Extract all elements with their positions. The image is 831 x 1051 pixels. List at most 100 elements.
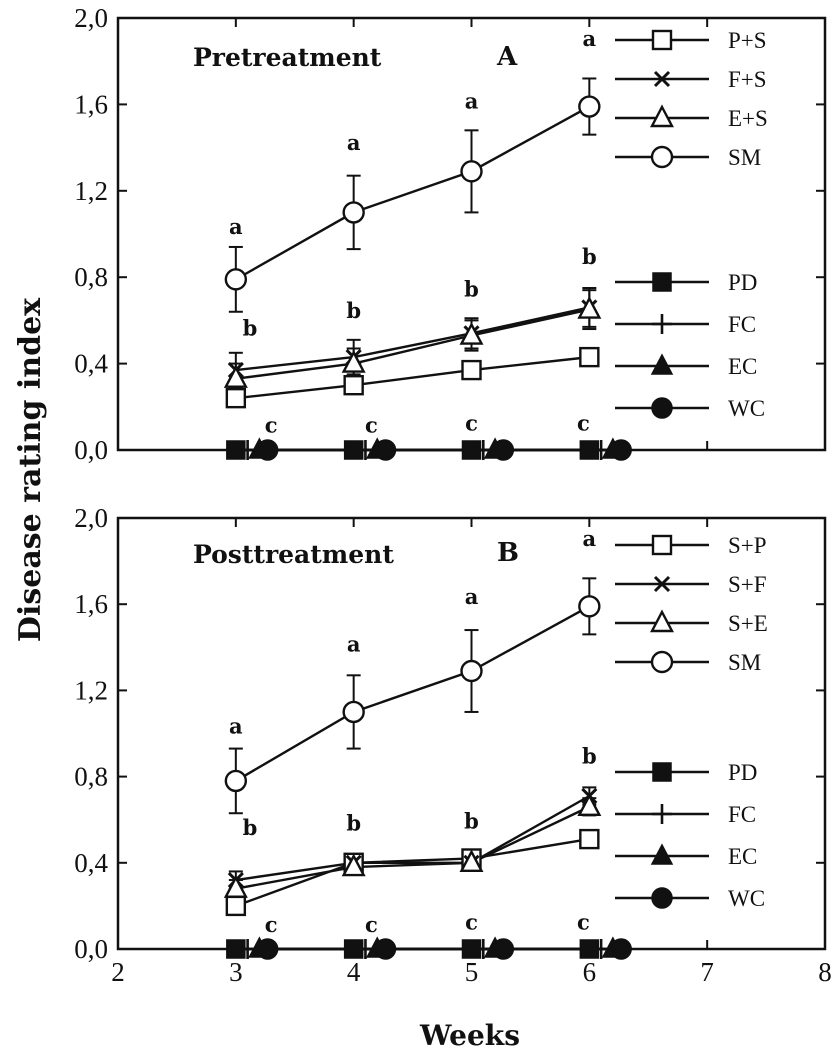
series-line-P+S [235, 355, 590, 400]
legend-item-F+S: F+S [615, 67, 767, 92]
significance-letter: a [347, 632, 361, 657]
legend-marker-S+E [650, 609, 674, 633]
series-line-SM [235, 605, 590, 782]
legend-item-S+E: S+E [615, 609, 768, 636]
significance-letter: b [346, 810, 361, 835]
legend-label: F+S [728, 67, 767, 92]
y-tick-label: 1,2 [74, 675, 108, 705]
data-point-WC [256, 938, 279, 960]
data-point-S+E [577, 793, 602, 816]
legend-label: S+F [728, 572, 767, 597]
y-tick-label: 0,4 [74, 848, 108, 878]
y-axis-label: Disease rating index [13, 297, 48, 642]
data-point-WC [492, 938, 515, 960]
legend-marker-EC [650, 843, 674, 865]
data-point-P+S [225, 387, 247, 409]
data-point-S+P [225, 895, 247, 917]
y-tick-label: 2,0 [74, 503, 108, 533]
data-point-WC [374, 439, 397, 461]
legend-marker-SM [650, 145, 674, 169]
panel-title: Pretreatment [193, 43, 382, 72]
x-tick-label: 7 [700, 957, 714, 987]
legend-marker-FC [652, 314, 672, 334]
significance-letter: a [229, 714, 243, 739]
legend-label: FC [728, 312, 756, 337]
significance-letter: b [582, 244, 597, 269]
legend-label: PD [728, 760, 757, 785]
significance-letter: a [465, 584, 479, 609]
data-point-SM [578, 595, 601, 618]
significance-letter: b [464, 808, 479, 833]
y-tick-label: 0,8 [74, 262, 108, 292]
legend-item-WC: WC [615, 886, 765, 911]
legend-marker-F+S [653, 70, 671, 88]
legend-label: EC [728, 844, 757, 869]
y-tick-label: 0,0 [74, 934, 108, 964]
data-point-SM [224, 769, 248, 793]
x-tick-label: 5 [465, 957, 479, 987]
y-tick-label: 2,0 [74, 3, 108, 33]
data-point-E+S [341, 350, 366, 373]
legend-marker-WC [651, 397, 673, 419]
data-point-S+E [459, 849, 484, 872]
legend-item-EC: EC [615, 843, 757, 869]
x-tick-label: 6 [583, 957, 597, 987]
legend-label: SM [728, 145, 761, 170]
legend-item-SM: SM [615, 650, 761, 675]
legend-item-S+P: S+P [615, 533, 767, 558]
legend-item-E+S: E+S [615, 104, 768, 131]
legend-marker-PD [652, 272, 672, 292]
legend-item-FC: FC [615, 802, 756, 827]
legend-marker-SM [650, 650, 674, 674]
y-tick-label: 0,4 [74, 349, 108, 379]
significance-letter: c [265, 413, 278, 438]
significance-letter: a [465, 89, 479, 114]
significance-letter: c [365, 912, 378, 937]
legend-item-WC: WC [615, 396, 765, 421]
series-line-S+F [235, 794, 590, 882]
legend-marker-EC [650, 353, 674, 375]
legend-marker-S+P [651, 534, 673, 556]
panel-title: Posttreatment [193, 540, 394, 569]
legend-marker-FC [652, 804, 672, 824]
x-tick-label: 3 [229, 957, 243, 987]
legend-label: P+S [728, 28, 767, 53]
x-tick-label: 4 [347, 957, 361, 987]
legend-label: E+S [728, 106, 768, 131]
data-point-P+S [343, 375, 364, 396]
significance-letter: a [583, 26, 597, 51]
data-point-WC [374, 938, 397, 960]
series-line-SM [235, 105, 590, 281]
significance-letter: b [243, 316, 258, 341]
legend-item-P+S: P+S [615, 28, 767, 53]
data-point-WC [610, 938, 632, 960]
panel-letter: B [497, 538, 519, 568]
significance-letter: a [347, 130, 361, 155]
legend-item-S+F: S+F [615, 572, 767, 597]
series-line-F+S [235, 306, 590, 372]
series-line-S+E [235, 805, 590, 890]
data-point-S+E [223, 875, 248, 898]
legend-item-PD: PD [615, 270, 757, 295]
x-axis-label: Weeks [419, 1019, 520, 1051]
significance-letter: b [243, 815, 258, 840]
legend-marker-S+F [653, 575, 671, 593]
y-tick-label: 1,6 [74, 589, 108, 619]
data-point-WC [610, 439, 632, 461]
data-point-P+S [579, 346, 600, 368]
data-point-WC [492, 439, 515, 461]
legend-label: WC [728, 396, 765, 421]
legend-marker-P+S [651, 29, 673, 51]
panel-letter: A [496, 42, 518, 72]
y-tick-label: 0,0 [74, 435, 108, 465]
legend-label: FC [728, 802, 756, 827]
data-point-SM [460, 659, 483, 683]
significance-letter: a [583, 526, 597, 551]
significance-letter: c [465, 411, 478, 436]
legend-marker-E+S [650, 104, 674, 128]
data-point-SM [224, 268, 248, 291]
y-tick-label: 0,8 [74, 762, 108, 792]
significance-letter: c [577, 411, 590, 436]
x-tick-label: 2 [111, 957, 125, 987]
